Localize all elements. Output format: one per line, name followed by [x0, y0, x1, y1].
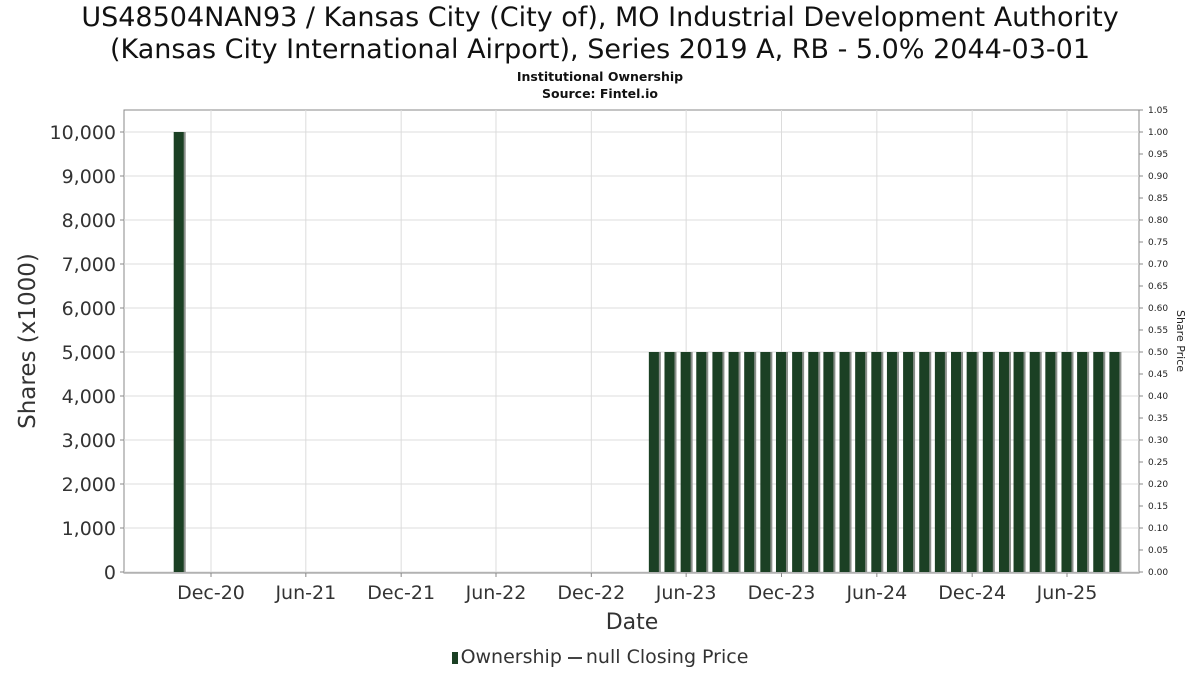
legend-ownership-label: Ownership: [460, 646, 562, 668]
x-tick-label: Jun-25: [1036, 582, 1098, 604]
y-tick-label: 9,000: [62, 166, 116, 188]
x-tick-label: Dec-22: [557, 582, 625, 604]
ownership-bar: [744, 352, 755, 572]
ownership-bar: [951, 352, 962, 572]
chart-subtitle-line-2: Source: Fintel.io: [542, 86, 658, 101]
y2-tick-label: 0.20: [1148, 480, 1168, 490]
ownership-bar: [775, 352, 786, 572]
legend-ownership-swatch: [451, 651, 458, 664]
chart-title: US48504NAN93 / Kansas City (City of), MO…: [0, 2, 1200, 66]
y2-tick-label: 0.30: [1148, 436, 1168, 446]
y2-tick-label: 0.65: [1148, 282, 1168, 292]
y2-tick-label: 0.00: [1148, 568, 1168, 578]
ownership-bar: [1045, 352, 1056, 572]
ownership-bar: [886, 352, 897, 572]
x-tick-label: Jun-22: [465, 582, 527, 604]
ownership-bar: [934, 352, 945, 572]
y2-tick-label: 0.70: [1148, 260, 1168, 270]
ownership-bar: [919, 352, 930, 572]
y2-axis-title: Share Price: [1174, 310, 1187, 372]
y2-tick-label: 0.80: [1148, 216, 1168, 226]
y2-tick-label: 0.55: [1148, 326, 1168, 336]
y-tick-label: 1,000: [62, 518, 116, 540]
ownership-bar: [792, 352, 803, 572]
y2-tick-label: 0.75: [1148, 238, 1168, 248]
y2-tick-label: 0.85: [1148, 194, 1168, 204]
ownership-bar: [1013, 352, 1024, 572]
chart-title-line-1: US48504NAN93 / Kansas City (City of), MO…: [81, 2, 1119, 33]
y-tick-label: 0: [104, 562, 116, 584]
y-tick-label: 2,000: [62, 474, 116, 496]
chart-title-line-2: (Kansas City International Airport), Ser…: [109, 34, 1091, 65]
y-tick-label: 4,000: [62, 386, 116, 408]
y2-tick-label: 0.25: [1148, 458, 1168, 468]
y2-tick-label: 0.40: [1148, 392, 1168, 402]
x-tick-label: Jun-24: [845, 582, 907, 604]
ownership-bar: [1093, 352, 1104, 572]
ownership-bar: [173, 132, 184, 572]
y-tick-label: 10,000: [50, 122, 116, 144]
legend-price-swatch: [567, 656, 582, 659]
ownership-bar: [855, 352, 866, 572]
y2-tick-label: 0.50: [1148, 348, 1168, 358]
y2-tick-label: 0.60: [1148, 304, 1168, 314]
ownership-bar: [982, 352, 993, 572]
x-tick-label: Dec-21: [367, 582, 435, 604]
ownership-bar: [1029, 352, 1040, 572]
y-axis-title: Shares (x1000): [15, 253, 41, 429]
ownership-bar: [808, 352, 819, 572]
y-tick-label: 5,000: [62, 342, 116, 364]
ownership-bar: [998, 352, 1009, 572]
y2-tick-label: 0.45: [1148, 370, 1168, 380]
y2-tick-label: 1.00: [1148, 128, 1168, 138]
x-tick-label: Dec-20: [177, 582, 245, 604]
ownership-bar: [839, 352, 850, 572]
x-tick-label: Jun-21: [274, 582, 336, 604]
ownership-bar: [966, 352, 977, 572]
y2-tick-label: 0.15: [1148, 502, 1168, 512]
y-tick-label: 7,000: [62, 254, 116, 276]
y2-tick-label: 0.90: [1148, 172, 1168, 182]
y2-tick-label: 0.10: [1148, 524, 1168, 534]
ownership-bar: [696, 352, 707, 572]
ownership-bar: [823, 352, 834, 572]
y-tick-label: 6,000: [62, 298, 116, 320]
x-axis-title: Date: [606, 610, 659, 635]
y2-tick-label: 0.35: [1148, 414, 1168, 424]
y2-tick-label: 0.95: [1148, 150, 1168, 160]
ownership-bar: [871, 352, 882, 572]
ownership-bar: [680, 352, 691, 572]
chart-subtitle: Institutional Ownership Source: Fintel.i…: [0, 68, 1200, 102]
ownership-bar: [712, 352, 723, 572]
chart-subtitle-line-1: Institutional Ownership: [516, 69, 684, 84]
ownership-bar: [1077, 352, 1088, 572]
ownership-bar: [1061, 352, 1072, 572]
y2-tick-label: 0.05: [1148, 546, 1168, 556]
y2-tick-label: 1.05: [1148, 106, 1168, 116]
y-tick-label: 8,000: [62, 210, 116, 232]
ownership-bar: [648, 352, 659, 572]
x-tick-label: Dec-23: [748, 582, 816, 604]
x-tick-label: Dec-24: [938, 582, 1006, 604]
ownership-bar: [664, 352, 675, 572]
legend-price-label: null Closing Price: [585, 646, 749, 668]
ownership-bar: [1109, 352, 1120, 572]
ownership-bar: [728, 352, 739, 572]
chart-legend: Ownership null Closing Price: [0, 646, 1200, 668]
x-tick-label: Jun-23: [655, 582, 717, 604]
y-tick-label: 3,000: [62, 430, 116, 452]
ownership-bar: [760, 352, 771, 572]
ownership-bar: [903, 352, 914, 572]
